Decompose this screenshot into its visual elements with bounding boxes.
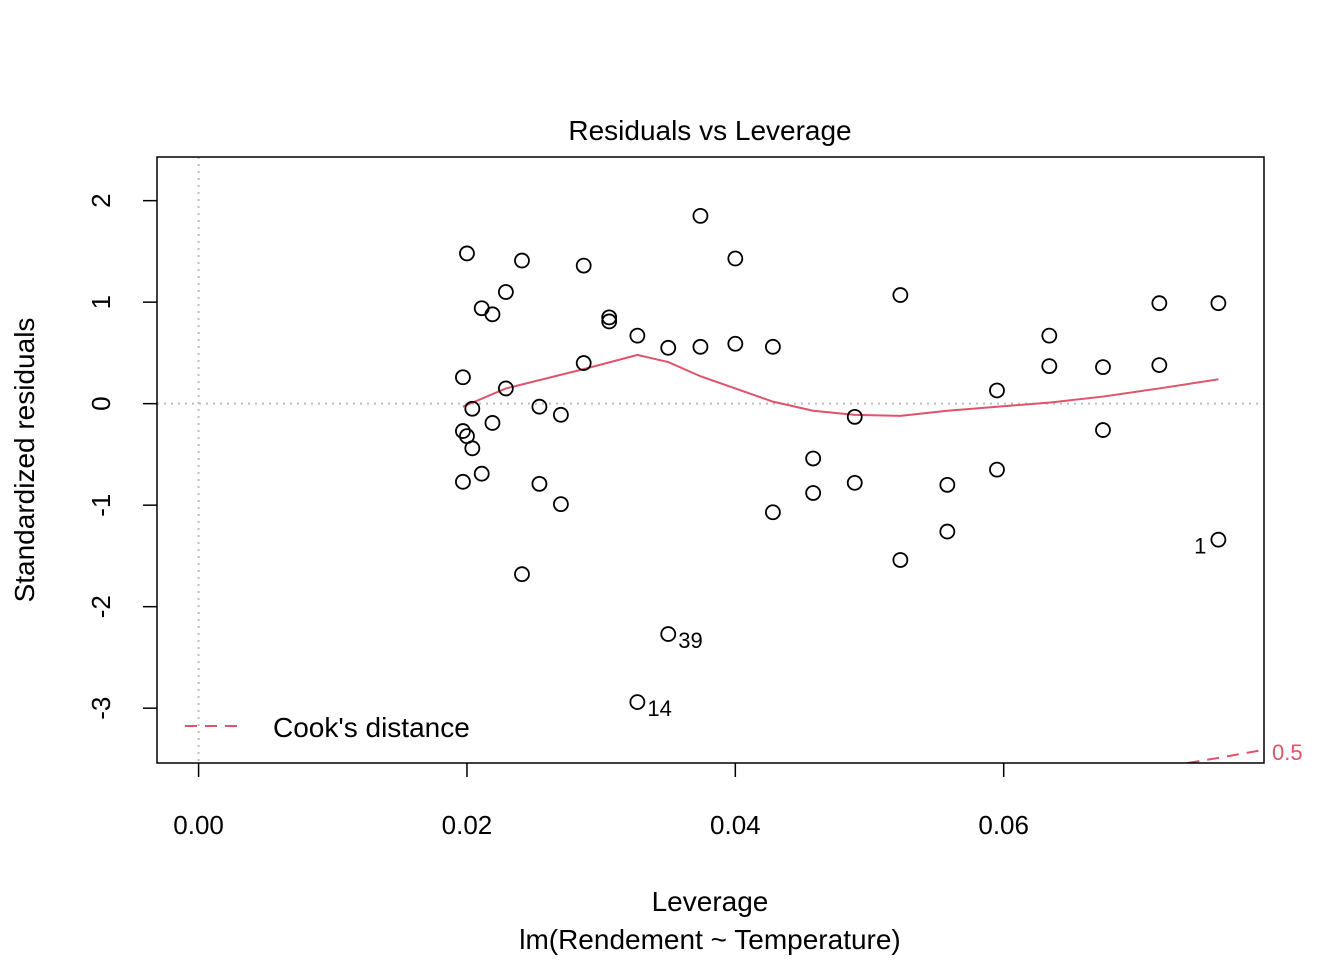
data-point	[464, 440, 481, 457]
y-tick-label: -1	[86, 494, 116, 517]
data-point	[1095, 422, 1111, 438]
cooks-distance-layer: 0.5	[1187, 740, 1303, 765]
data-point	[484, 415, 501, 431]
data-point	[531, 398, 548, 415]
data-point	[455, 473, 471, 490]
data-point	[459, 245, 475, 262]
data-point	[552, 496, 569, 513]
data-point	[1151, 295, 1168, 312]
data-point	[727, 250, 744, 267]
data-point	[575, 355, 592, 371]
y-axis-label: Standardized residuals	[9, 318, 40, 603]
data-point	[575, 257, 592, 274]
data-point	[514, 566, 530, 583]
data-point	[892, 552, 909, 568]
data-point	[1095, 359, 1111, 376]
data-point	[601, 309, 618, 326]
y-tick-label: 1	[86, 295, 116, 309]
data-point	[497, 284, 514, 300]
x-axis: 0.00 0.02 0.04 0.06	[173, 763, 1029, 840]
chart-title: Residuals vs Leverage	[568, 115, 851, 146]
data-point	[473, 300, 490, 317]
data-point	[764, 338, 781, 355]
data-point	[455, 423, 471, 439]
data-point	[514, 252, 530, 269]
cooks-distance-line	[1187, 748, 1264, 763]
plot-frame	[156, 156, 1265, 764]
x-tick-label: 0.04	[710, 810, 761, 840]
data-point	[764, 504, 781, 521]
data-point	[660, 339, 677, 356]
data-point	[1041, 327, 1058, 344]
data-point	[727, 335, 744, 352]
x-tick-label: 0.00	[173, 810, 224, 840]
data-point	[464, 400, 481, 417]
data-point	[473, 465, 490, 482]
data-point	[531, 475, 548, 492]
smoother-layer	[462, 353, 1219, 417]
data-point	[846, 408, 863, 425]
data-point	[660, 626, 677, 642]
data-point	[846, 474, 863, 491]
data-point	[989, 382, 1005, 399]
cooks-distance-level-label: 0.5	[1272, 740, 1303, 765]
reference-lines	[157, 157, 1264, 763]
y-tick-label: 0	[86, 396, 116, 410]
data-point	[1151, 357, 1168, 373]
y-tick-label: -3	[86, 697, 116, 720]
smoother-line	[462, 353, 1219, 417]
data-point	[1210, 531, 1227, 548]
y-tick-label: 2	[86, 193, 116, 207]
data-point	[692, 207, 709, 224]
x-axis-label: Leverage	[652, 886, 769, 917]
data-point	[629, 694, 646, 710]
data-point	[892, 287, 909, 303]
data-point	[805, 450, 822, 467]
point-label: 1	[1194, 534, 1206, 559]
data-point	[989, 461, 1005, 478]
legend-label: Cook's distance	[273, 712, 470, 743]
y-axis: -3 -2 -1 0 1 2	[86, 193, 157, 720]
data-point	[455, 369, 471, 386]
data-point	[939, 476, 956, 493]
data-point	[552, 406, 569, 423]
data-point	[497, 380, 514, 397]
data-point	[1041, 358, 1058, 375]
legend: Cook's distance	[185, 712, 470, 743]
data-points	[455, 207, 1227, 710]
model-formula-label: lm(Rendement ~ Temperature)	[519, 924, 901, 955]
point-label: 14	[647, 696, 671, 721]
data-point	[805, 485, 822, 501]
data-point	[629, 327, 646, 344]
point-labels: 14 39 1	[647, 534, 1206, 721]
x-tick-label: 0.06	[978, 810, 1029, 840]
data-point	[1210, 295, 1227, 312]
point-label: 39	[678, 628, 702, 653]
y-tick-label: -2	[86, 595, 116, 618]
data-point	[601, 313, 618, 330]
data-point	[484, 306, 501, 323]
data-point	[939, 523, 956, 540]
x-tick-label: 0.02	[442, 810, 493, 840]
data-point	[692, 338, 709, 355]
